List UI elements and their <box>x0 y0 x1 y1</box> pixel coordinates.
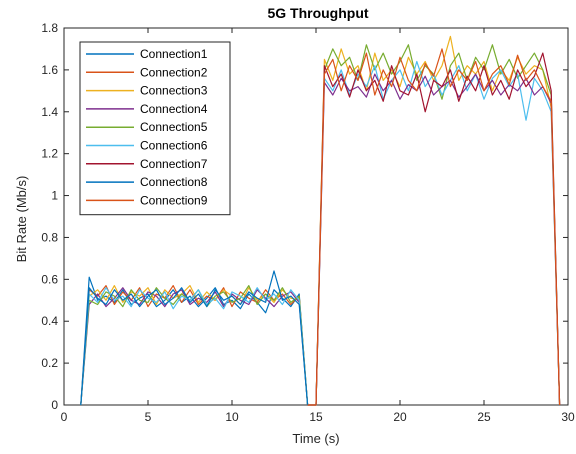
y-tick-label: 1.2 <box>41 147 58 161</box>
y-tick-label: 1.6 <box>41 63 58 77</box>
legend-label: Connection8 <box>140 175 208 189</box>
x-tick-label: 0 <box>61 410 68 424</box>
y-tick-label: 0.6 <box>41 272 58 286</box>
legend-label: Connection3 <box>140 84 208 98</box>
x-tick-label: 20 <box>393 410 407 424</box>
y-tick-label: 1.4 <box>41 105 58 119</box>
legend-label: Connection7 <box>140 157 208 171</box>
x-tick-label: 5 <box>145 410 152 424</box>
y-tick-label: 1.8 <box>41 21 58 35</box>
series-line-connection9 <box>307 48 561 406</box>
legend-label: Connection2 <box>140 65 208 79</box>
x-tick-label: 10 <box>225 410 239 424</box>
chart-title: 5G Throughput <box>267 5 368 21</box>
series-line-late-4 <box>307 73 561 406</box>
legend-label: Connection1 <box>140 47 208 61</box>
y-tick-label: 0 <box>51 398 58 412</box>
x-tick-label: 15 <box>309 410 323 424</box>
legend-label: Connection6 <box>140 139 208 153</box>
y-tick-label: 0.8 <box>41 230 58 244</box>
x-tick-label: 30 <box>561 410 575 424</box>
x-axis-label: Time (s) <box>292 431 339 446</box>
series-line-connection4 <box>80 287 309 406</box>
x-tick-label: 25 <box>477 410 491 424</box>
series-line-connection7 <box>307 52 561 406</box>
legend-box <box>79 41 231 216</box>
legend-label: Connection5 <box>140 120 208 134</box>
plot-area: 0 5 10 15 20 25 30 0 0.2 0.4 0.6 0.8 1 1.2 1.4 1.6 1.8 Co… <box>41 21 575 424</box>
y-tick-label: 1 <box>51 189 58 203</box>
legend-label: Connection4 <box>140 102 208 116</box>
series-line-connection8 <box>80 270 309 406</box>
legend-label: Connection9 <box>140 193 208 207</box>
series-line-late-3 <box>307 60 561 406</box>
y-axis-label: Bit Rate (Mb/s) <box>14 176 29 263</box>
y-tick-label: 0.2 <box>41 356 58 370</box>
y-tick-label: 0.4 <box>41 314 58 328</box>
series-line-connection3 <box>80 285 309 406</box>
series-line-connection6 <box>80 287 309 406</box>
